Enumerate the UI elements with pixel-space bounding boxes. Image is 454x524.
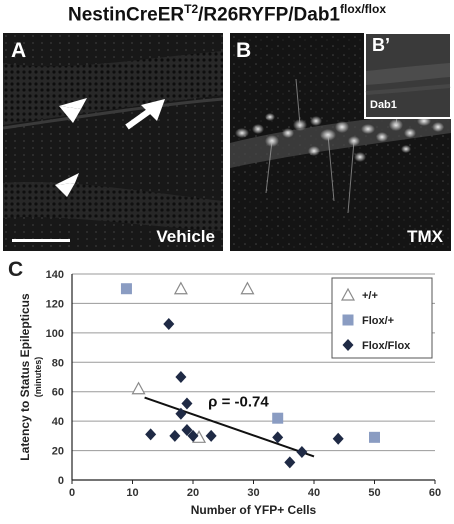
point-triangle [240,281,255,295]
panel-a-condition: Vehicle [156,227,215,246]
y-axis-ticks: 0 20 40 60 80 100 120 140 [46,269,64,487]
x-tick-label: 60 [429,487,441,499]
data-points [120,281,380,469]
legend-label: Flox/Flox [362,340,411,352]
y-tick-label: 100 [46,328,64,340]
panel-b-image [230,33,451,251]
point-square [369,431,380,443]
point-square [120,283,132,295]
point-diamond [145,428,157,441]
point-diamond [169,429,181,442]
x-tick-label: 10 [126,487,138,499]
arrowhead-marker-1 [59,98,87,109]
x-tick-label: 20 [187,487,199,499]
point-square [272,412,284,424]
point-diamond [181,423,193,436]
legend-marker-square [342,314,354,326]
y-tick-label: 60 [52,387,64,399]
y-tick-label: 120 [46,298,64,310]
arrowhead-marker-1b [59,106,81,123]
point-diamond [284,456,296,469]
panel-c-letter: C [8,258,24,281]
x-axis-label: Number of YFP+ Cells [191,503,317,517]
arrowhead-marker-2 [55,173,79,185]
chart-legend: +/+ Flox/+ Flox/Flox [331,277,433,359]
scatter-chart: 0 20 40 60 80 100 120 140 0 10 20 30 40 50 60 ρ = -0.… [18,269,441,517]
legend-marker-triangle [340,287,356,301]
panel-b-inset-letter: B’ [372,35,390,55]
legend-label: +/+ [362,290,378,302]
x-tick-label: 30 [247,487,259,499]
point-diamond [163,318,175,331]
point-diamond [332,432,344,445]
panel-a-letter: A [11,39,27,62]
panel-b-letter: B [236,39,252,62]
point-diamond [205,429,217,442]
point-diamond [181,397,193,410]
correlation-annotation: ρ = -0.74 [208,393,269,410]
scale-bar [12,239,70,242]
y-tick-label: 80 [52,357,64,369]
y-tick-label: 40 [52,416,64,428]
panel-b-condition: TMX [407,227,443,246]
legend-marker-diamond [342,339,354,351]
trendline [144,396,315,458]
panel-a-micrograph: A Vehicle [3,33,223,251]
point-diamond [296,446,308,459]
point-diamond [175,407,187,420]
figure-title: NestinCreERT2/R26RYFP/Dab1flox/flox [67,2,387,26]
panel-b-inset-label: Dab1 [370,99,397,111]
point-diamond [175,371,187,383]
panel-b-micrograph: B B’ Dab1 TMX [230,33,451,251]
legend-label: Flox/+ [362,315,394,327]
y-axis-unit: (minutes) [33,357,43,398]
x-tick-label: 50 [368,487,380,499]
y-tick-label: 140 [46,269,64,281]
point-diamond [187,429,199,442]
panel-a-image [3,33,223,251]
y-tick-label: 20 [52,446,64,458]
y-tick-label: 0 [58,475,64,487]
x-tick-label: 0 [69,487,75,499]
point-triangle [173,281,188,295]
x-axis-ticks: 0 10 20 30 40 50 60 [69,480,441,499]
point-triangle [131,381,146,395]
point-diamond [272,431,284,444]
y-axis-label: Latency to Status Epilepticus [18,293,32,461]
x-tick-label: 40 [308,487,320,499]
